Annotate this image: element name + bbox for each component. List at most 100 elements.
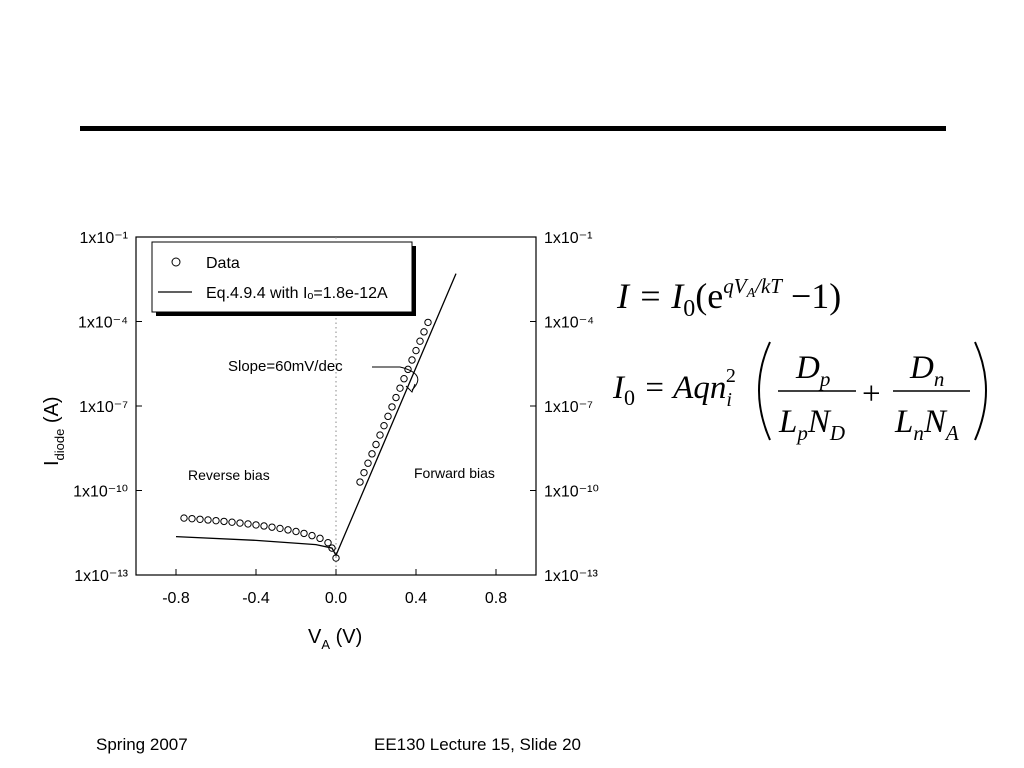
data-point <box>360 468 368 477</box>
data-point <box>404 365 412 374</box>
y-tick-label: 1x10⁻¹³ <box>74 568 128 585</box>
fraction-2-numerator: Dn <box>909 350 944 391</box>
x-label-sub: A <box>321 637 330 652</box>
data-point <box>276 524 284 533</box>
eq-sup: 2 <box>726 365 736 387</box>
data-point <box>392 393 400 402</box>
annotation: Forward bias <box>414 465 495 481</box>
data-point <box>400 375 408 383</box>
x-axis-title: VA (V) <box>308 626 362 652</box>
eq-part: L <box>894 404 913 440</box>
legend <box>151 241 413 313</box>
data-point <box>384 412 392 421</box>
y2-tick-label: 1x10⁻⁷ <box>544 399 593 416</box>
data-point <box>284 526 292 534</box>
eq-part: I = I <box>616 276 685 316</box>
y2-tick-label: 1x10⁻¹ <box>544 230 592 247</box>
legend-label: Data <box>206 255 240 272</box>
data-point <box>228 518 236 526</box>
data-point <box>420 328 428 336</box>
footer-center: EE130 Lecture 15, Slide 20 <box>374 735 581 754</box>
eq-sub: 0 <box>683 296 695 322</box>
eq-part: D <box>909 350 934 386</box>
eq-part: I <box>612 370 626 406</box>
x-tick-label: 0.8 <box>485 590 507 607</box>
data-point <box>376 431 384 439</box>
eq-part: N <box>807 404 832 440</box>
data-point <box>196 515 204 523</box>
fit-line <box>175 273 457 557</box>
legend-swatch <box>171 257 181 267</box>
y2-tick-label: 1x10⁻¹⁰ <box>544 484 599 501</box>
fraction-2-denominator: LnNA <box>894 404 959 445</box>
data-point <box>368 450 376 458</box>
x-label-suffix: (V) <box>330 626 362 648</box>
eq-sup: /kT <box>754 274 783 298</box>
data-point <box>328 544 336 552</box>
eq-sub: D <box>829 421 845 445</box>
data-point <box>212 516 220 525</box>
data-point <box>324 539 332 547</box>
data-point <box>396 384 404 392</box>
x-label: V <box>308 626 322 648</box>
eq-sub: A <box>944 421 959 445</box>
data-point <box>260 522 268 530</box>
data-point <box>236 519 244 527</box>
data-point <box>408 356 416 364</box>
arrow-head <box>405 383 416 393</box>
eq-part: N <box>923 404 948 440</box>
data-point <box>220 517 228 526</box>
data-point <box>424 318 432 327</box>
eq-sub: 0 <box>624 385 635 410</box>
annotation-arrow <box>372 366 419 391</box>
equation-1: I = I0(eqVA/kT −1) <box>616 274 841 322</box>
y-label-sub: diode <box>52 429 67 461</box>
y-tick-label: 1x10⁻¹⁰ <box>73 484 128 501</box>
eq-sup-sub: A <box>746 286 756 301</box>
header-rule <box>80 126 946 131</box>
eq-part: L <box>778 404 797 440</box>
y-label: I <box>41 460 63 466</box>
annotation: Reverse bias <box>188 467 270 483</box>
data-point <box>188 514 196 523</box>
eq-sub: p <box>795 421 808 445</box>
x-tick-label: 0.0 <box>325 590 347 607</box>
footer-left: Spring 2007 <box>96 735 188 754</box>
eq-sub: p <box>818 367 831 391</box>
plus: + <box>862 376 881 412</box>
eq-sub: n <box>934 367 945 391</box>
x-tick-label: -0.8 <box>162 590 190 607</box>
annotation: Slope=60mV/dec <box>228 358 343 375</box>
eq-part: −1) <box>782 276 841 316</box>
data-point <box>300 529 308 538</box>
data-point <box>380 421 388 430</box>
data-point <box>268 523 276 531</box>
y-label-suffix: (A) <box>41 396 63 428</box>
y-axis-title: Idiode (A) <box>41 396 67 466</box>
eq-sup: qV <box>723 274 749 298</box>
data-point <box>252 521 260 529</box>
eq-sub: i <box>726 389 732 411</box>
data-point <box>412 346 420 355</box>
y-tick-label: 1x10⁻⁷ <box>79 399 128 416</box>
left-paren <box>758 341 771 441</box>
fraction-1-denominator: LpND <box>778 404 845 445</box>
fraction-1-numerator: Dp <box>795 350 830 391</box>
y2-tick-label: 1x10⁻⁴ <box>544 315 594 332</box>
data-point <box>316 534 324 543</box>
x-tick-label: 0.4 <box>405 590 427 607</box>
equation-2-lhs: I0 = Aqni2 <box>612 365 736 411</box>
data-point <box>388 403 396 411</box>
eq-part: (e <box>695 276 723 316</box>
y-tick-label: 1x10⁻¹ <box>80 230 128 247</box>
eq-part: = Aqn <box>635 370 726 406</box>
eq-sub: n <box>913 421 924 445</box>
data-point <box>416 337 424 345</box>
data-point <box>292 527 300 536</box>
eq-part: D <box>795 350 820 386</box>
data-point <box>364 459 372 467</box>
y2-tick-label: 1x10⁻¹³ <box>544 568 598 585</box>
y-tick-label: 1x10⁻⁴ <box>78 315 128 332</box>
data-point <box>244 520 252 528</box>
